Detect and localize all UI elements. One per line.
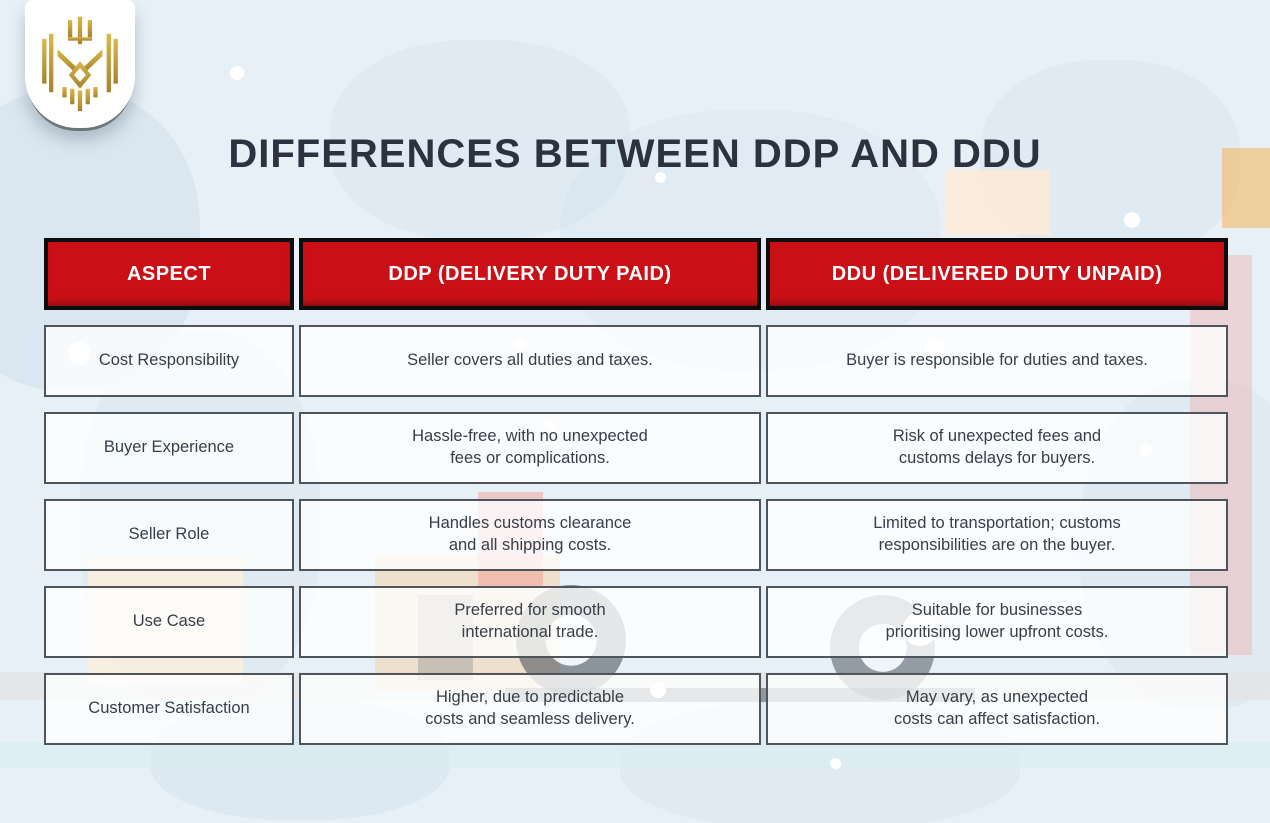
header-aspect: ASPECT xyxy=(44,238,294,310)
header-ddp: DDP (DELIVERY DUTY PAID) xyxy=(299,238,761,310)
cargo-box xyxy=(945,170,1050,235)
header-ddu: DDU (DELIVERED DUTY UNPAID) xyxy=(766,238,1228,310)
ddu-cell: Risk of unexpected fees and customs dela… xyxy=(766,412,1228,484)
map-dot xyxy=(230,66,244,80)
map-dot xyxy=(1124,212,1140,228)
cargo-box xyxy=(1222,148,1270,228)
map-dot xyxy=(655,172,666,183)
ddp-cell: Higher, due to predictable costs and sea… xyxy=(299,673,761,745)
ddp-cell: Preferred for smooth international trade… xyxy=(299,586,761,658)
brand-logo xyxy=(25,0,135,128)
map-dot xyxy=(830,758,841,769)
ddp-cell: Hassle-free, with no unexpected fees or … xyxy=(299,412,761,484)
ddp-cell: Handles customs clearance and all shippi… xyxy=(299,499,761,571)
aspect-cell: Seller Role xyxy=(44,499,294,571)
aspect-cell: Cost Responsibility xyxy=(44,325,294,397)
ddu-cell: Limited to transportation; customs respo… xyxy=(766,499,1228,571)
ddp-cell: Seller covers all duties and taxes. xyxy=(299,325,761,397)
aspect-cell: Customer Satisfaction xyxy=(44,673,294,745)
aspect-cell: Use Case xyxy=(44,586,294,658)
water-band xyxy=(0,742,1270,768)
page-title: DIFFERENCES BETWEEN DDP AND DDU xyxy=(228,132,1042,176)
map-shape xyxy=(330,40,630,240)
ddu-cell: Buyer is responsible for duties and taxe… xyxy=(766,325,1228,397)
ddu-cell: May vary, as unexpected costs can affect… xyxy=(766,673,1228,745)
comparison-table: ASPECT DDP (DELIVERY DUTY PAID) DDU (DEL… xyxy=(44,238,1228,745)
aspect-cell: Buyer Experience xyxy=(44,412,294,484)
gold-lion-crest-icon xyxy=(42,16,118,112)
ddu-cell: Suitable for businesses prioritising low… xyxy=(766,586,1228,658)
